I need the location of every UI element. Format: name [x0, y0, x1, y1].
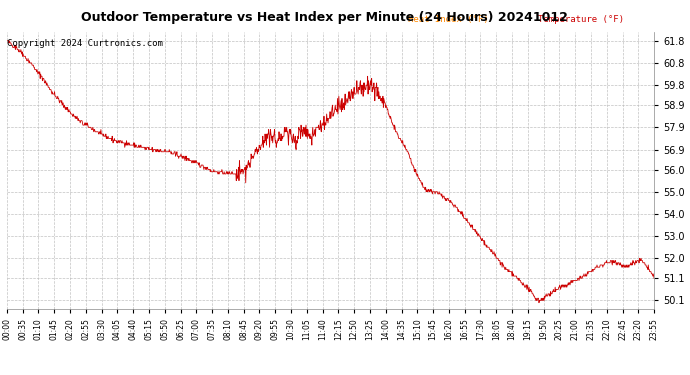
Text: Copyright 2024 Curtronics.com: Copyright 2024 Curtronics.com	[7, 39, 163, 48]
Text: Outdoor Temperature vs Heat Index per Minute (24 Hours) 20241012: Outdoor Temperature vs Heat Index per Mi…	[81, 11, 568, 24]
Text: Heat Index (°F): Heat Index (°F)	[408, 15, 489, 24]
Text: Temperature (°F): Temperature (°F)	[538, 15, 624, 24]
